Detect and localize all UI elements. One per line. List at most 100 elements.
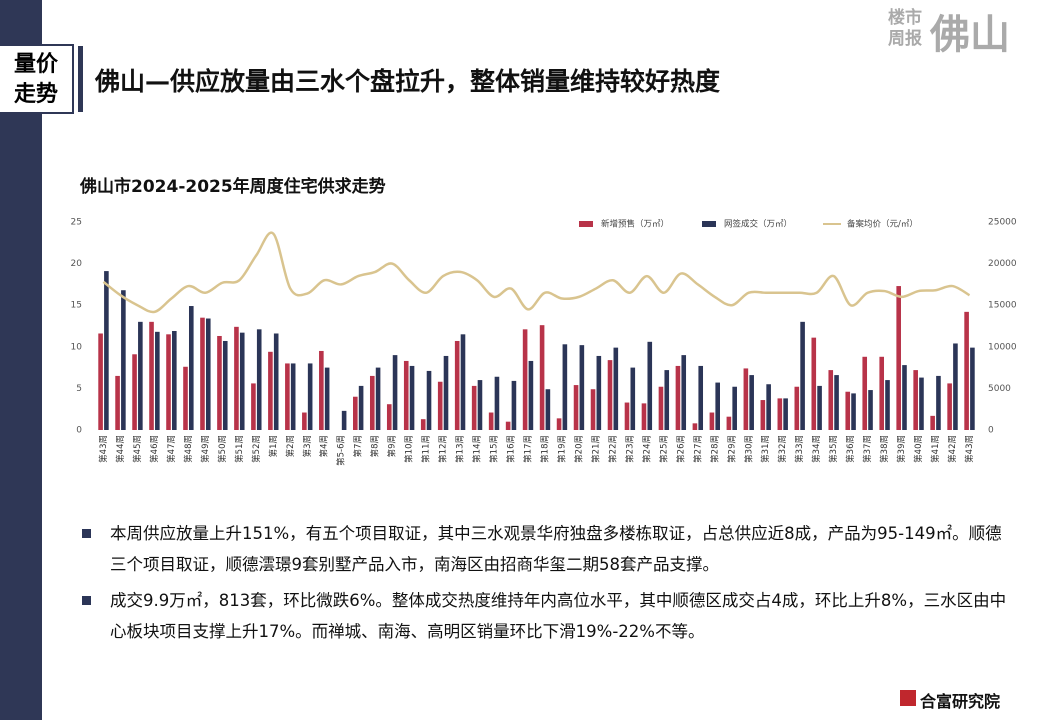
bar: [239, 332, 245, 430]
x-tick-label: 第51周: [234, 435, 245, 463]
y2-tick-label: 15000: [988, 301, 1017, 311]
bar: [970, 347, 975, 430]
bar: [624, 402, 630, 430]
bar: [913, 370, 918, 430]
bar: [505, 421, 511, 430]
bar: [183, 366, 188, 430]
x-tick-label: 第31周: [760, 435, 771, 463]
bar: [369, 375, 375, 430]
x-tick-label: 第43周: [964, 435, 975, 463]
bar: [641, 403, 647, 430]
legend-swatch: [579, 221, 593, 227]
bar: [590, 389, 596, 430]
bar: [777, 398, 783, 430]
bar: [115, 375, 120, 430]
x-tick-label: 第41周: [930, 435, 941, 463]
bullet-icon: [82, 596, 91, 605]
x-tick-label: 第25周: [658, 435, 669, 463]
x-tick-label: 第19周: [556, 435, 567, 463]
y-tick-label: 10: [71, 342, 83, 352]
bar: [200, 317, 205, 430]
logo-text: 楼市: [888, 8, 922, 28]
bar: [851, 393, 856, 430]
x-tick-label: 第46周: [149, 435, 160, 463]
bar: [817, 385, 822, 430]
bar: [290, 363, 296, 430]
x-tick-label: 第18周: [539, 435, 550, 463]
bar: [664, 370, 670, 430]
x-tick-label: 第12周: [438, 435, 449, 463]
x-tick-label: 第44周: [115, 435, 126, 463]
bar: [522, 329, 528, 430]
bar: [715, 382, 720, 430]
divider: [78, 46, 83, 112]
bar: [794, 386, 800, 430]
bar: [426, 370, 432, 430]
bar: [681, 355, 687, 430]
x-tick-label: 第22周: [607, 435, 618, 463]
y2-tick-label: 25000: [988, 218, 1017, 228]
logo-small: 楼市 周报: [888, 8, 922, 50]
bar: [273, 333, 279, 430]
bar: [953, 343, 958, 430]
bar: [222, 340, 228, 430]
bar: [132, 354, 137, 430]
legend-swatch: [702, 221, 716, 227]
bar: [845, 391, 851, 430]
bar: [709, 412, 715, 430]
bar: [268, 351, 273, 430]
x-tick-label: 第5-6周: [336, 435, 347, 466]
bar: [545, 389, 551, 430]
bar: [386, 404, 392, 430]
bar: [658, 386, 664, 430]
bar: [188, 306, 194, 430]
bar: [149, 321, 154, 430]
x-tick-label: 第26周: [675, 435, 686, 463]
bar: [579, 345, 585, 430]
x-tick-label: 第28周: [709, 435, 720, 463]
bar: [324, 367, 330, 430]
x-tick-label: 第8周: [370, 435, 381, 457]
bar: [868, 390, 873, 430]
legend-label: 网签成交（万㎡）: [724, 219, 792, 230]
legend-label: 新增预售（万㎡）: [601, 219, 669, 230]
y-tick-label: 5: [76, 384, 82, 394]
x-tick-label: 第23周: [624, 435, 635, 463]
bar: [743, 368, 749, 430]
x-tick-label: 第40周: [913, 435, 924, 463]
bar: [936, 375, 941, 430]
bar: [420, 419, 426, 430]
bar: [121, 290, 126, 430]
bar: [698, 365, 704, 430]
x-tick-label: 第43周: [98, 435, 109, 463]
y-tick-label: 25: [71, 218, 82, 228]
footer-icon: [900, 690, 916, 706]
bar: [488, 412, 494, 430]
chart-title: 佛山市2024-2025年周度住宅供求走势: [79, 176, 386, 197]
bar: [732, 386, 737, 430]
bar: [834, 375, 839, 430]
bar: [879, 356, 885, 430]
bar: [155, 331, 160, 430]
bar: [460, 334, 466, 430]
bar: [138, 321, 143, 430]
x-tick-label: 第10周: [404, 435, 415, 463]
bar: [437, 381, 443, 430]
tag-text: 走势: [13, 82, 58, 107]
x-tick-label: 第16周: [506, 435, 517, 463]
bar: [947, 383, 952, 430]
sidebar: [0, 0, 42, 720]
chart: 佛山市2024-2025年周度住宅供求走势 0 5 10 15 20 25 0 5000 100…: [71, 176, 1017, 466]
bar: [800, 321, 805, 430]
bar: [205, 318, 211, 430]
x-tick-label: 第52周: [251, 435, 262, 463]
bar: [166, 334, 171, 430]
bullet-text: 本周供应放量上升151%，有五个项目取证，其中三水观景华府独盘多楼栋取证，占总供…: [110, 524, 1002, 574]
bar: [885, 380, 890, 430]
x-tick-label: 第27周: [692, 435, 703, 463]
bar: [919, 377, 924, 430]
legend-label: 备案均价（元/㎡）: [847, 219, 918, 230]
bullet-text: 成交9.9万㎡，813套，环比微跌6%。整体成交热度维持年内高位水平，其中顺德区…: [110, 591, 1007, 641]
bar: [539, 325, 545, 430]
y2-tick-label: 5000: [988, 384, 1011, 394]
